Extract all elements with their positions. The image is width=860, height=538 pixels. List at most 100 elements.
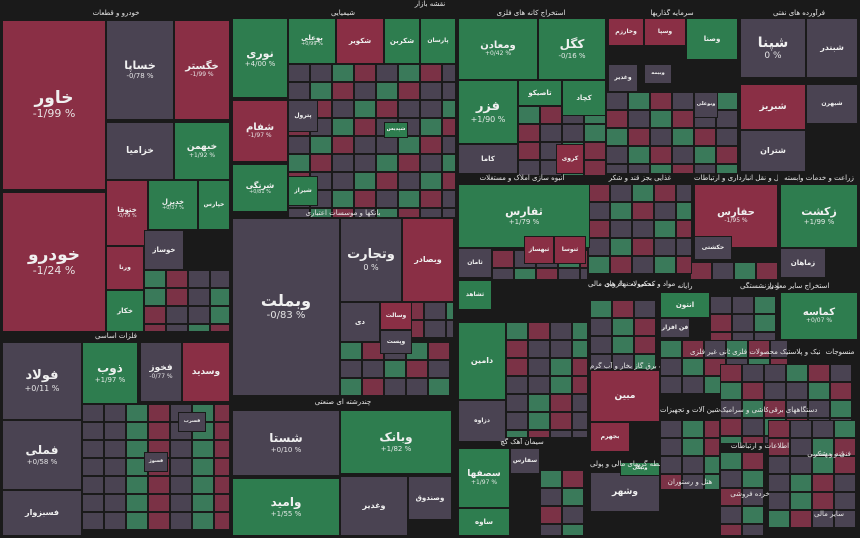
treemap-cell[interactable] xyxy=(420,82,442,100)
treemap-cell[interactable] xyxy=(170,512,192,530)
treemap-cell[interactable] xyxy=(660,340,682,358)
treemap-cell[interactable] xyxy=(354,208,376,218)
treemap-cell[interactable] xyxy=(528,358,550,376)
treemap-cell[interactable] xyxy=(210,270,230,288)
treemap-cell[interactable] xyxy=(786,400,808,418)
stock-tile[interactable]: ذوب +1/97 % xyxy=(82,342,138,404)
stock-tile[interactable]: وغدیر xyxy=(340,476,408,536)
treemap-cell[interactable] xyxy=(376,82,398,100)
treemap-cell[interactable] xyxy=(536,268,558,280)
treemap-cell[interactable] xyxy=(754,296,776,314)
treemap-cell[interactable] xyxy=(682,456,704,474)
treemap-cell[interactable] xyxy=(310,208,332,218)
treemap-cell[interactable] xyxy=(612,354,634,370)
treemap-cell[interactable] xyxy=(420,100,442,118)
treemap-cell[interactable] xyxy=(354,154,376,172)
stock-tile[interactable]: کاما xyxy=(458,144,518,174)
treemap-cell[interactable] xyxy=(506,322,528,340)
treemap-cell[interactable] xyxy=(528,430,550,438)
treemap-cell[interactable] xyxy=(442,118,456,136)
treemap-cell[interactable] xyxy=(332,172,354,190)
treemap-cell[interactable] xyxy=(528,322,550,340)
treemap-cell[interactable] xyxy=(506,340,528,358)
treemap-cell[interactable] xyxy=(612,318,634,336)
treemap-cell[interactable] xyxy=(528,412,550,430)
stock-tile[interactable]: شتران xyxy=(740,130,806,172)
treemap-cell[interactable] xyxy=(420,190,442,208)
stock-tile[interactable]: شرنگی +0/81 % xyxy=(232,164,288,212)
treemap-cell[interactable] xyxy=(148,404,170,422)
treemap-cell[interactable] xyxy=(398,172,420,190)
treemap-cell[interactable] xyxy=(786,382,808,400)
stock-tile[interactable]: خزامیا xyxy=(106,122,174,180)
stock-tile[interactable]: وبیمه xyxy=(644,64,672,84)
treemap-cell[interactable] xyxy=(562,488,584,506)
treemap-cell[interactable] xyxy=(288,208,310,218)
treemap-cell[interactable] xyxy=(192,512,214,530)
treemap-cell[interactable] xyxy=(362,378,384,396)
stock-tile[interactable]: کگل -0/16 % xyxy=(538,18,606,80)
treemap-cell[interactable] xyxy=(82,476,104,494)
treemap-cell[interactable] xyxy=(610,238,632,256)
treemap-cell[interactable] xyxy=(354,190,376,208)
treemap-cell[interactable] xyxy=(628,146,650,164)
treemap-cell[interactable] xyxy=(170,494,192,512)
treemap-cell[interactable] xyxy=(550,412,572,430)
treemap-cell[interactable] xyxy=(428,342,450,360)
treemap-cell[interactable] xyxy=(704,438,720,456)
treemap-cell[interactable] xyxy=(790,438,812,456)
treemap-cell[interactable] xyxy=(786,364,808,382)
treemap-cell[interactable] xyxy=(682,474,704,490)
treemap-cell[interactable] xyxy=(288,136,310,154)
treemap-cell[interactable] xyxy=(214,458,230,476)
treemap-cell[interactable] xyxy=(492,268,514,280)
stock-tile[interactable]: تاصیکو xyxy=(518,80,562,106)
treemap-cell[interactable] xyxy=(540,124,562,142)
treemap-cell[interactable] xyxy=(572,322,588,340)
treemap-cell[interactable] xyxy=(398,154,420,172)
treemap-cell[interactable] xyxy=(768,474,790,492)
treemap-cell[interactable] xyxy=(634,354,656,370)
stock-tile[interactable]: بوعلی +0/99 % xyxy=(288,18,336,64)
treemap-cell[interactable] xyxy=(442,172,456,190)
treemap-cell[interactable] xyxy=(734,262,756,280)
treemap-cell[interactable] xyxy=(126,422,148,440)
stock-tile[interactable]: دامین xyxy=(458,322,506,400)
treemap-cell[interactable] xyxy=(650,128,672,146)
treemap-cell[interactable] xyxy=(756,262,778,280)
treemap-cell[interactable] xyxy=(82,440,104,458)
stock-tile[interactable]: وسالت xyxy=(380,302,412,330)
stock-tile[interactable]: سفارس xyxy=(510,448,540,474)
treemap-cell[interactable] xyxy=(558,268,580,280)
treemap-cell[interactable] xyxy=(720,400,742,418)
stock-tile[interactable]: ثامان xyxy=(458,248,492,278)
treemap-cell[interactable] xyxy=(742,364,764,382)
treemap-cell[interactable] xyxy=(210,324,230,332)
treemap-cell[interactable] xyxy=(354,100,376,118)
treemap-cell[interactable] xyxy=(82,404,104,422)
treemap-cell[interactable] xyxy=(834,420,856,438)
treemap-cell[interactable] xyxy=(660,438,682,456)
treemap-cell[interactable] xyxy=(650,110,672,128)
treemap-cell[interactable] xyxy=(398,136,420,154)
stock-tile[interactable]: وامید +1/55 % xyxy=(232,478,340,536)
treemap-cell[interactable] xyxy=(518,160,540,176)
treemap-cell[interactable] xyxy=(768,420,790,438)
treemap-cell[interactable] xyxy=(562,506,584,524)
treemap-cell[interactable] xyxy=(376,208,398,218)
treemap-cell[interactable] xyxy=(310,136,332,154)
treemap-cell[interactable] xyxy=(834,510,856,528)
treemap-cell[interactable] xyxy=(812,456,834,474)
treemap-cell[interactable] xyxy=(790,420,812,438)
treemap-cell[interactable] xyxy=(192,476,214,494)
stock-tile[interactable]: فزر +1/90 % xyxy=(458,80,518,144)
treemap-cell[interactable] xyxy=(812,510,834,528)
treemap-cell[interactable] xyxy=(104,440,126,458)
treemap-cell[interactable] xyxy=(628,128,650,146)
stock-tile[interactable]: شکویر xyxy=(336,18,384,64)
treemap-cell[interactable] xyxy=(672,128,694,146)
treemap-cell[interactable] xyxy=(550,358,572,376)
treemap-cell[interactable] xyxy=(354,82,376,100)
treemap-cell[interactable] xyxy=(188,324,210,332)
treemap-cell[interactable] xyxy=(420,64,442,82)
